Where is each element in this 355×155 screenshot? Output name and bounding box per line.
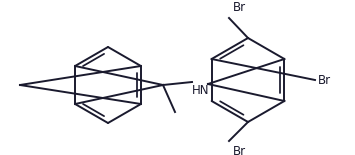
Text: HN: HN xyxy=(192,84,209,97)
Text: Br: Br xyxy=(233,145,246,155)
Text: Br: Br xyxy=(233,1,246,14)
Text: Br: Br xyxy=(318,73,331,86)
